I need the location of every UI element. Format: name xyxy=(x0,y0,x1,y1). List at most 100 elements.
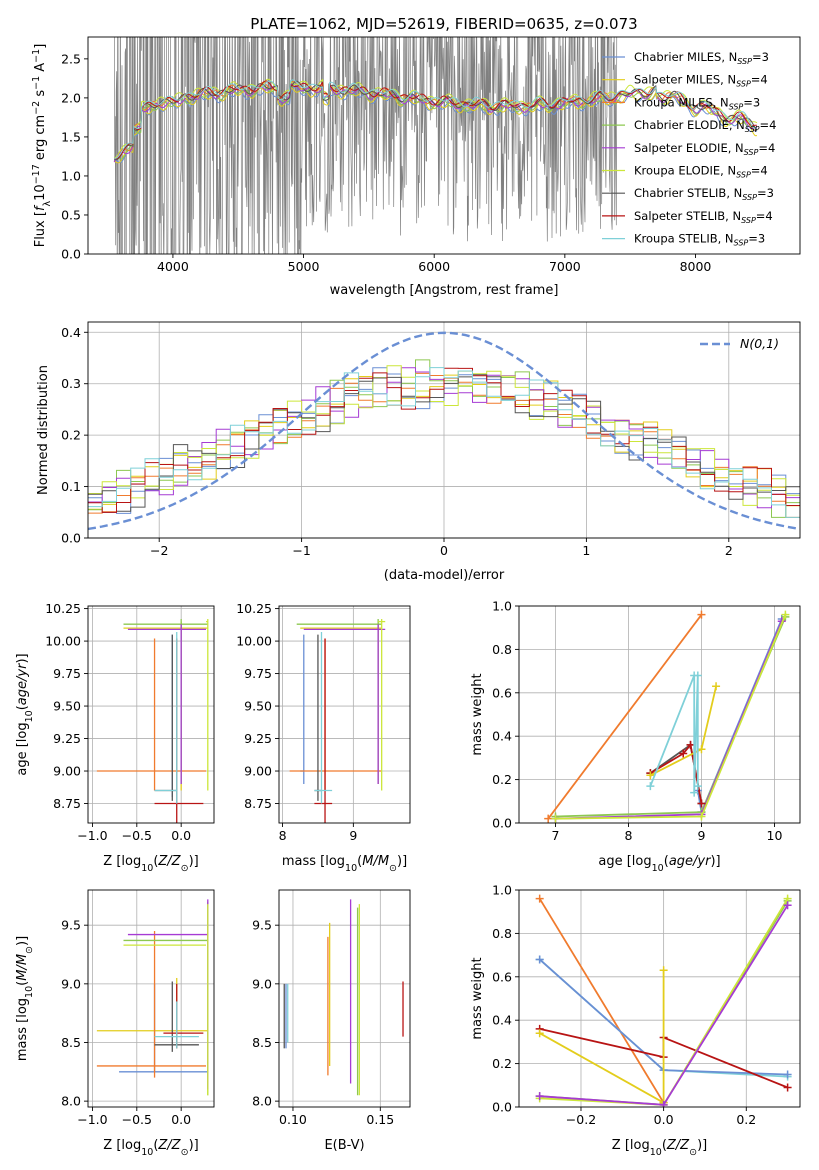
y-tick-label: 2.5 xyxy=(61,51,81,66)
axes-frame xyxy=(518,889,801,1108)
legend-model-name: Kroupa ELODIE xyxy=(634,164,720,178)
x-tick-label: −0.5 xyxy=(122,1112,152,1127)
legend-ssp-subscript: SSP xyxy=(737,57,752,66)
x-tick-label: 0.0 xyxy=(654,1112,674,1127)
legend-ssp-subscript: SSP xyxy=(734,239,749,248)
x-tick-label: 0.0 xyxy=(171,828,191,843)
y-tick-label: 0.1 xyxy=(61,479,81,494)
label-part: )] xyxy=(15,936,30,946)
axes-frame xyxy=(87,36,801,255)
weight-marker xyxy=(697,745,706,754)
frame-mass_vs_ebv: 0.10 0.15 8.0 8.5 9.0 9.5 E(B-V) xyxy=(252,889,411,1153)
label-part: age/yr xyxy=(669,854,712,869)
frame-age_vs_mass: 8 9 8.75 9.00 9.25 9.50 9.75 10.00 10.25 mass [lo… xyxy=(236,601,411,874)
x-tick-label: 0.2 xyxy=(736,1112,756,1127)
legend-ssp-count: =4 xyxy=(760,118,777,132)
weight-marker xyxy=(535,955,544,964)
y-tick-label: 2.0 xyxy=(61,90,81,105)
label-part: A xyxy=(33,63,48,76)
y-tick-label: 8.75 xyxy=(53,796,81,811)
weight-marker xyxy=(544,814,553,823)
weight-line-0 xyxy=(696,618,783,816)
observed-spectrum-line xyxy=(114,37,618,254)
x-tick-label: 7 xyxy=(552,828,560,843)
label-part: 10 xyxy=(33,184,48,201)
legend-ssp-subscript: SSP xyxy=(729,102,744,111)
y-tick-label: 1.0 xyxy=(61,168,81,183)
label-part: 10 xyxy=(24,710,35,722)
frame-age_vs_Z: −1.0 −0.5 0.0 8.75 9.00 9.25 9.50 9.75 10.00 10.2… xyxy=(15,601,215,874)
weight-line-3 xyxy=(555,620,783,820)
axes-frame xyxy=(278,889,411,1108)
x-tick-label: −1.0 xyxy=(77,1112,107,1127)
y-tick-label: 1.0 xyxy=(492,599,512,614)
model-fit-line-3 xyxy=(113,83,758,160)
weight-marker xyxy=(783,901,792,910)
label-part: mass [log xyxy=(15,998,30,1061)
label-part: Z [log xyxy=(103,1138,141,1153)
y-tick-label: 0.4 xyxy=(492,1013,512,1028)
legend-ssp-subscript: SSP xyxy=(745,125,760,134)
legend-model-name: Salpeter ELODIE xyxy=(634,141,728,155)
weight-marker xyxy=(535,1029,544,1038)
x-tick-label: 9 xyxy=(697,828,705,843)
y-axis-label: mass weight xyxy=(470,673,485,755)
x-tick-label: −2 xyxy=(150,543,168,558)
y-tick-label: 10.25 xyxy=(45,601,81,616)
label-part: 10 xyxy=(650,1147,662,1158)
axes-mass_vs_ebv xyxy=(279,890,410,1107)
x-tick-label: 1 xyxy=(582,543,590,558)
legend-entry: Chabrier STELIB, NSSP=3 xyxy=(634,186,774,202)
x-tick-label: 4000 xyxy=(157,259,189,274)
label-part: )] xyxy=(189,1138,199,1153)
legend-entry: Kroupa MILES, NSSP=3 xyxy=(634,95,760,111)
label-part: −1 xyxy=(31,49,42,63)
y-tick-label: 0.2 xyxy=(61,428,81,443)
residual-histogram-7 xyxy=(88,367,800,513)
y-tick-label: 8.0 xyxy=(61,1094,81,1109)
axes-spectrum xyxy=(113,37,758,254)
label-part: −2 xyxy=(31,101,42,115)
label-part: ⊙ xyxy=(24,946,35,954)
weight-marker xyxy=(781,610,790,619)
legend-n: , N xyxy=(721,50,737,64)
frame-weight_vs_Z: −0.2 0.0 0.2 0.0 0.2 0.4 0.6 0.8 1.0 Z [log10(Z/Z… xyxy=(470,883,801,1158)
y-tick-label: 9.00 xyxy=(53,764,81,779)
weight-marker xyxy=(697,799,706,808)
y-tick-label: 10.00 xyxy=(236,634,272,649)
x-tick-label: 0.10 xyxy=(279,1112,307,1127)
label-part: )] xyxy=(397,854,407,869)
gaussian-curve xyxy=(88,331,800,531)
label-part: 10 xyxy=(652,863,664,874)
legend-n: , N xyxy=(725,209,741,223)
y-axis-label: mass [log10(M/M⊙)]mass [log10(M/M⊙)] xyxy=(15,936,35,1061)
y-tick-label: 0.0 xyxy=(61,531,81,546)
x-axis-label: Z [log10(Z/Z⊙)]Z [log10(Z/Z⊙)] xyxy=(612,1138,707,1158)
x-axis-label: Z [log10(Z/Z⊙)]Z [log10(Z/Z⊙)] xyxy=(103,1138,198,1158)
axes-mass_vs_Z xyxy=(88,890,214,1107)
axes-age_vs_Z xyxy=(88,606,214,823)
legend-model-name: Salpeter MILES xyxy=(634,73,720,87)
weight-marker xyxy=(783,1070,792,1079)
weight-line-0 xyxy=(538,898,665,1104)
label-part: ( xyxy=(357,854,362,869)
y-tick-label: 0.0 xyxy=(61,247,81,262)
y-tick-label: 0.6 xyxy=(492,685,512,700)
x-tick-label: 10 xyxy=(767,828,783,843)
y-tick-label: 0.3 xyxy=(61,376,81,391)
label-part: −1 xyxy=(31,76,42,90)
label-part: ⊙ xyxy=(181,1147,189,1158)
plot-area-mass_vs_ebv xyxy=(283,899,404,1096)
label-part: )] xyxy=(710,854,720,869)
label-part: λ xyxy=(42,200,53,206)
weight-marker xyxy=(535,894,544,903)
y-tick-label: 0.2 xyxy=(492,772,512,787)
label-part: mass [log xyxy=(282,854,345,869)
label-part: ⊙ xyxy=(389,863,397,874)
weight-marker xyxy=(693,782,702,791)
frame-spectrum: 4000 5000 6000 7000 8000 0.0 0.5 1.0 1.5 2.0 2.5 Ch… xyxy=(31,36,801,298)
label-part: Z/Z xyxy=(666,1138,690,1153)
legend-n: , N xyxy=(726,186,742,200)
legend-ssp-count: =4 xyxy=(751,164,768,178)
